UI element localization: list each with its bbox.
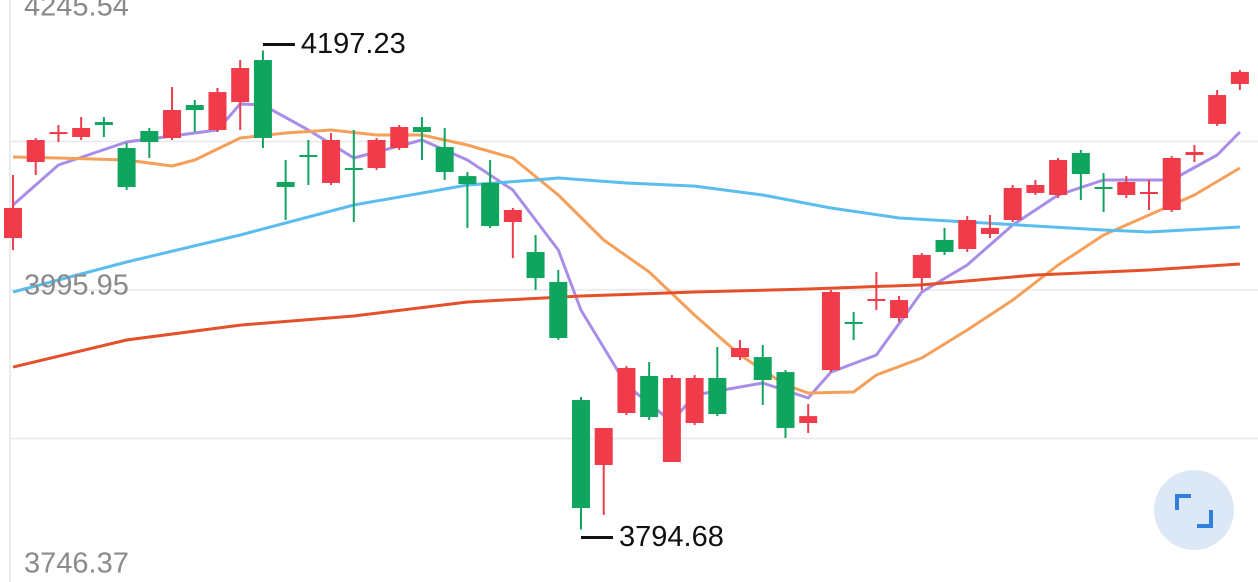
candle-body (94, 122, 113, 126)
candle-body (1140, 192, 1158, 195)
candle-body (844, 321, 863, 324)
candle-body (458, 176, 477, 185)
candle-body (662, 378, 681, 463)
candle-body (890, 300, 909, 319)
candle-body (4, 207, 22, 239)
candle-body (617, 368, 636, 413)
candle-body (708, 378, 727, 415)
candle-body (26, 140, 45, 163)
grid (10, 140, 1258, 440)
candle-body (435, 147, 454, 173)
ma-line (12, 262, 1240, 369)
candle-body (958, 219, 977, 250)
candle-body (526, 251, 545, 279)
candle-body (390, 127, 409, 148)
ma-line (12, 176, 1240, 294)
candle-body (481, 182, 500, 227)
candle-body (753, 357, 772, 381)
candle-body (572, 400, 590, 509)
candle-body (1117, 182, 1136, 195)
candle-body (231, 68, 250, 103)
candle-body (1208, 95, 1227, 124)
candle-body (980, 227, 999, 235)
candle-body (299, 155, 318, 158)
candle-body (1049, 160, 1068, 195)
y-tick-label: 3995.95 (24, 270, 129, 302)
candle-body (1162, 157, 1181, 210)
candle-body (549, 281, 568, 339)
candles (4, 50, 1249, 530)
candle-body (140, 130, 159, 143)
candle-body (49, 132, 68, 135)
candle-body (1071, 152, 1090, 175)
candle-body (731, 348, 750, 358)
y-tick-label: 3746.37 (24, 548, 129, 580)
candle-body (253, 60, 272, 138)
ma-line (12, 128, 1241, 395)
fullscreen-button[interactable] (1154, 470, 1234, 550)
candle-body (322, 140, 341, 183)
candle-body (117, 147, 136, 188)
candle-body (821, 291, 840, 371)
candle-body (935, 239, 954, 252)
candle-body (1230, 71, 1249, 84)
candle-body (1094, 187, 1113, 190)
fullscreen-icon[interactable] (1175, 494, 1213, 528)
candle-body (867, 298, 886, 302)
labels: 3746.37 3995.95 4245.54 4197.23 3794.68 (24, 0, 724, 580)
candle-body (1026, 184, 1045, 193)
candle-body (640, 375, 659, 418)
candle-body (367, 140, 386, 168)
candle-body (503, 209, 522, 222)
candle-body (208, 92, 227, 131)
min-label: 3794.68 (619, 521, 724, 553)
candle-body (685, 378, 704, 423)
candle-body (1185, 152, 1204, 156)
candle-body (912, 254, 931, 279)
candle-body (594, 427, 613, 465)
candle-body (799, 416, 818, 423)
candle-body (185, 105, 204, 111)
candle-body (412, 127, 431, 133)
candle-body (776, 372, 795, 428)
candle-body (72, 127, 91, 138)
candle-body (163, 110, 182, 138)
button-bg[interactable] (1154, 470, 1234, 550)
candle-body (1003, 187, 1022, 220)
y-tick-label: 4245.54 (24, 0, 129, 23)
max-label: 4197.23 (301, 28, 406, 60)
candle-body (344, 167, 363, 170)
candle-body (276, 182, 295, 188)
